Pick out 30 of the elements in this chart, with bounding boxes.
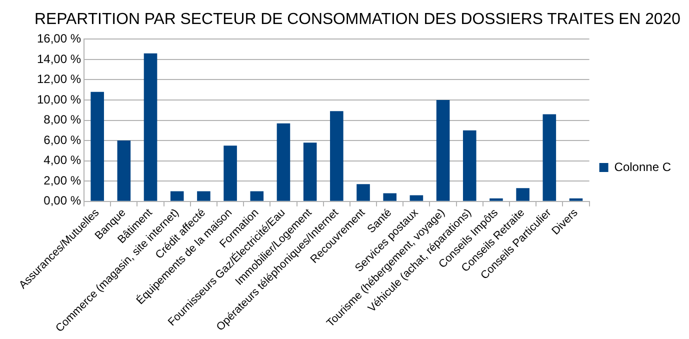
bar — [569, 198, 583, 201]
y-tick-label: 14,00 % — [36, 52, 82, 66]
bar — [250, 191, 264, 201]
y-tick-label: 16,00 % — [36, 32, 82, 46]
y-tick-label: 12,00 % — [36, 72, 82, 86]
bar — [383, 193, 396, 201]
y-tick-label: 0,00 % — [44, 194, 82, 208]
chart-title: REPARTITION PAR SECTEUR DE CONSOMMATION DES DOSSIERS TRAITES EN 2020 — [34, 10, 681, 28]
y-tick-label: 8,00 % — [44, 112, 82, 127]
legend-label: Colonne C — [614, 160, 672, 174]
y-tick-label: 2,00 % — [44, 173, 82, 188]
bar — [170, 191, 184, 201]
y-tick-label: 6,00 % — [44, 132, 82, 147]
bar — [144, 53, 158, 201]
bar — [276, 123, 290, 201]
bar — [410, 195, 424, 201]
y-tick-label: 10,00 % — [36, 92, 82, 106]
bar — [462, 130, 476, 201]
bar — [117, 140, 131, 201]
y-tick-label: 4,00 % — [44, 153, 82, 168]
bar — [356, 184, 370, 201]
bar — [330, 111, 344, 201]
bar — [303, 142, 317, 201]
bar — [90, 92, 104, 201]
bar — [542, 114, 556, 201]
bar — [490, 198, 503, 201]
bar — [516, 188, 530, 201]
bar — [197, 191, 210, 201]
bar — [436, 100, 450, 201]
bar — [224, 146, 237, 201]
